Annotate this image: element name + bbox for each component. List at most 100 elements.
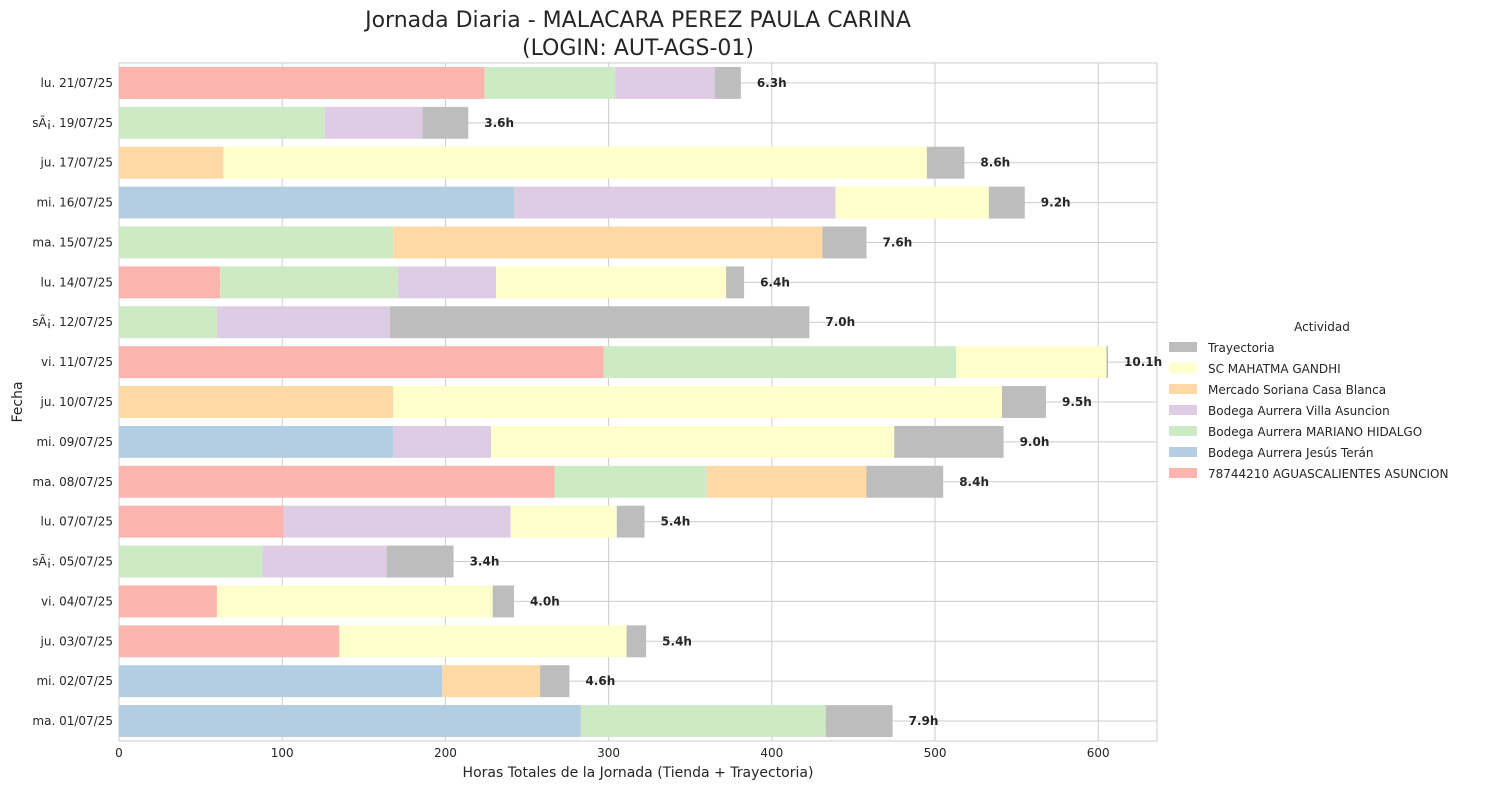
x-tick-label: 400 [760, 746, 783, 760]
chart-title-line2: (LOGIN: AUT-AGS-01) [522, 36, 754, 61]
legend-swatch [1169, 447, 1197, 457]
bar-segment [386, 545, 454, 578]
total-label: 5.4h [662, 634, 692, 648]
bar-segment [119, 346, 604, 379]
bar-segment [491, 425, 895, 458]
bar-segment [119, 386, 394, 418]
legend-swatch [1169, 468, 1197, 478]
bar-segment [988, 186, 1025, 219]
y-tick-label: mi. 09/07/25 [36, 435, 113, 449]
x-tick-label: 500 [924, 746, 947, 760]
legend-swatch [1169, 405, 1197, 415]
bar-segment [283, 505, 511, 538]
legend-label: 78744210 AGUASCALIENTES ASUNCION [1208, 467, 1448, 481]
y-tick-label: vi. 11/07/25 [41, 355, 113, 369]
bar-segment [603, 346, 957, 379]
bar-segment [119, 505, 284, 538]
bar-segment [422, 106, 469, 139]
bar-segment [442, 665, 541, 698]
total-label: 4.0h [530, 594, 560, 608]
bar-segment [119, 425, 394, 458]
y-tick-label: sÃ¡. 19/07/25 [32, 115, 113, 130]
bar-segment [492, 585, 514, 618]
bar-segment [119, 585, 217, 618]
y-tick-label: lu. 14/07/25 [41, 275, 113, 289]
bar-segment [1001, 386, 1047, 418]
bar-segment [1106, 346, 1109, 379]
legend-label: Bodega Aurrera Villa Asuncion [1208, 404, 1390, 418]
bar-segment [398, 266, 497, 299]
y-tick-label: ju. 03/07/25 [40, 634, 113, 648]
bar-segment [324, 106, 423, 139]
bar-segment [220, 266, 399, 299]
total-label: 9.5h [1062, 395, 1092, 409]
bar-segment [339, 625, 627, 658]
total-label: 3.6h [484, 116, 514, 130]
legend-label: Mercado Soriana Casa Blanca [1208, 383, 1386, 397]
x-tick-labels: 0 100 200 300 400 500 600 [115, 746, 1110, 760]
total-label: 3.4h [470, 555, 500, 569]
y-tick-label: sÃ¡. 12/07/25 [32, 314, 113, 329]
bar-segment [223, 146, 927, 179]
legend-label: SC MAHATMA GANDHI [1208, 362, 1341, 376]
total-label: 7.0h [825, 315, 855, 329]
x-tick-label: 100 [271, 746, 294, 760]
y-tick-label: lu. 07/07/25 [41, 515, 113, 529]
bar-segment [714, 66, 741, 99]
bar-segment [119, 186, 514, 219]
total-label: 6.4h [760, 275, 790, 289]
total-label: 5.4h [661, 515, 691, 529]
bar-segment [216, 306, 390, 339]
legend-title: Actividad [1294, 320, 1350, 334]
y-tick-label: ju. 10/07/25 [40, 395, 113, 409]
total-label: 10.1h [1124, 355, 1162, 369]
y-axis-label: Fecha [10, 381, 26, 422]
bar-segment [956, 346, 1107, 379]
bar-segment [580, 705, 826, 738]
legend-swatch [1169, 384, 1197, 394]
total-label: 8.4h [959, 475, 989, 489]
bar-segment [119, 266, 221, 299]
bar-segment [726, 266, 745, 299]
bar-segment [822, 226, 867, 259]
bar-segment [616, 505, 645, 538]
total-label: 6.3h [757, 76, 787, 90]
bar-segment [513, 186, 836, 219]
bar-segment [510, 505, 617, 538]
bar-segment [894, 425, 1004, 458]
legend-label: Bodega Aurrera Jesús Terán [1208, 446, 1373, 460]
bar-segment [119, 306, 217, 339]
total-label: 7.9h [909, 714, 939, 728]
bar-segment [119, 106, 325, 139]
bar-segment [484, 66, 616, 99]
y-tick-label: ju. 17/07/25 [40, 156, 113, 170]
legend-label: Bodega Aurrera MARIANO HIDALGO [1208, 425, 1422, 439]
x-tick-label: 200 [434, 746, 457, 760]
y-tick-label: mi. 16/07/25 [36, 196, 113, 210]
total-label: 4.6h [585, 674, 615, 688]
y-tick-label: sÃ¡. 05/07/25 [32, 554, 113, 569]
bar-segment [216, 585, 493, 618]
bar-segment [119, 705, 581, 738]
bar-segment [393, 386, 1002, 418]
bar-segment [496, 266, 727, 299]
bar-segment [119, 665, 443, 698]
x-tick-label: 0 [115, 746, 123, 760]
bar-segment [866, 465, 944, 498]
y-tick-label: mi. 02/07/25 [36, 674, 113, 688]
bar-segment [615, 66, 715, 99]
total-label: 7.6h [882, 235, 912, 249]
bar-segment [119, 146, 224, 179]
legend-swatch [1169, 426, 1197, 436]
x-tick-label: 300 [597, 746, 620, 760]
total-labels-group: 6.3h 3.6h 8.6h 9.2h 7.6h 6.4h 7.0h 10.1h 9.5h 9.0… [470, 76, 1163, 728]
bar-segment [926, 146, 965, 179]
y-tick-label: lu. 21/07/25 [41, 76, 113, 90]
total-label: 9.0h [1020, 435, 1050, 449]
bar-segment [540, 665, 570, 698]
bar-segment [119, 66, 485, 99]
bar-segment [626, 625, 647, 658]
bar-segment [389, 306, 810, 339]
bar-segment [393, 226, 823, 259]
